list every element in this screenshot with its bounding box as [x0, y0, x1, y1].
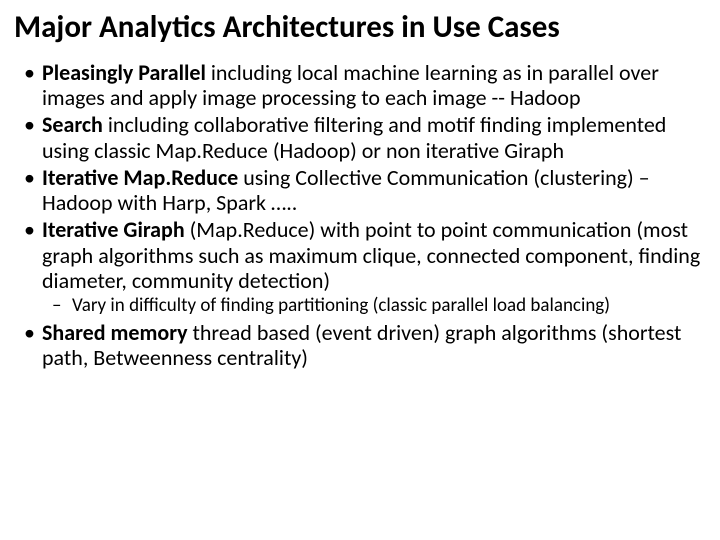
bullet-item-5: Shared memory thread based (event driven… — [16, 320, 702, 371]
bullet-item-3: Iterative Map.Reduce using Collective Co… — [16, 165, 702, 216]
sub-bullet-1-text: Vary in difficulty of finding partitioni… — [72, 294, 610, 317]
bullet-list: Pleasingly Parallel including local mach… — [14, 60, 706, 371]
bullet-4-bold: Iterative Giraph — [42, 216, 185, 243]
bullet-2-bold: Search — [42, 111, 103, 138]
bullet-item-1: Pleasingly Parallel including local mach… — [16, 60, 702, 111]
bullet-item-2: Search including collaborative filtering… — [16, 112, 702, 163]
bullet-3-bold: Iterative Map.Reduce — [42, 164, 238, 191]
bullet-5-bold: Shared memory — [42, 319, 188, 346]
slide-title: Major Analytics Architectures in Use Cas… — [14, 10, 706, 46]
bullet-1-bold: Pleasingly Parallel — [42, 59, 206, 86]
bullet-2-text: including collaborative filtering and mo… — [42, 111, 666, 163]
sub-bullet-list: Vary in difficulty of finding partitioni… — [42, 295, 702, 318]
slide: Major Analytics Architectures in Use Cas… — [0, 0, 720, 540]
sub-bullet-item-1: Vary in difficulty of finding partitioni… — [42, 295, 702, 318]
bullet-item-4: Iterative Giraph (Map.Reduce) with point… — [16, 217, 702, 318]
